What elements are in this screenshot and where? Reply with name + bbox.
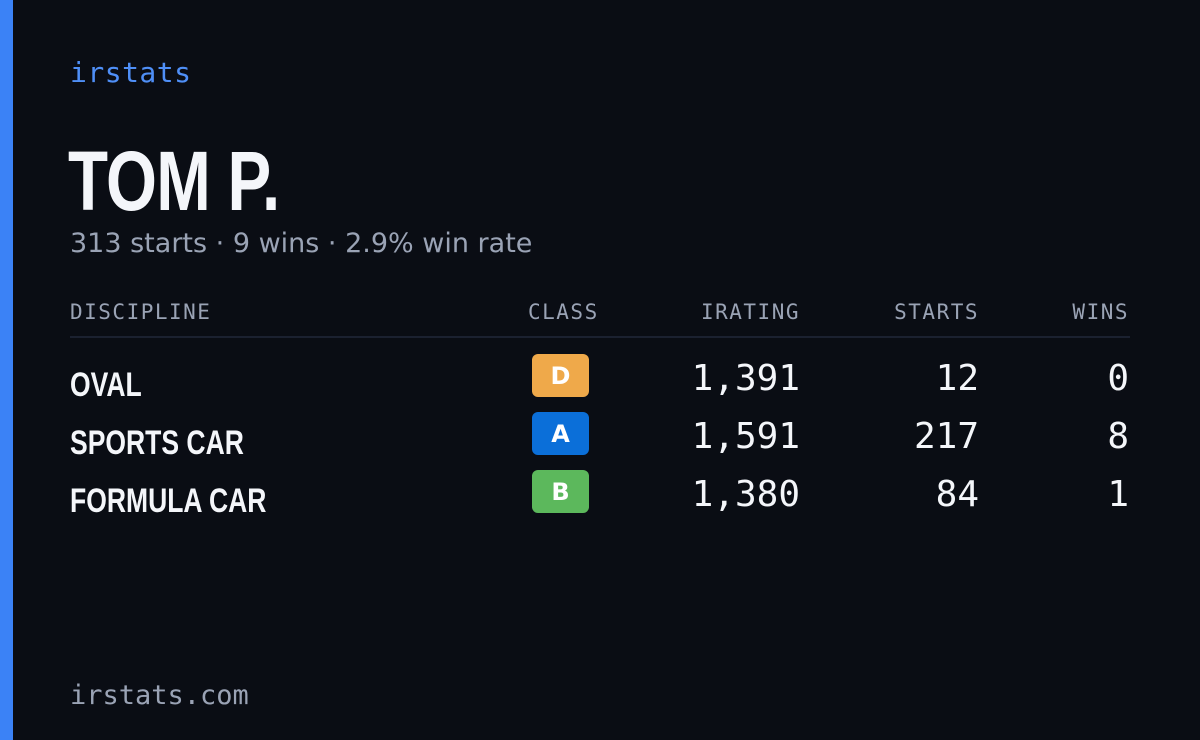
wins-value: 0 (1107, 358, 1129, 399)
header-irating: IRATING (700, 300, 800, 324)
discipline-name: SPORTS CAR (70, 424, 244, 462)
brand-logo: irstats (70, 56, 192, 89)
footer-url: irstats.com (70, 680, 249, 711)
irating-value: 1,380 (691, 474, 800, 515)
header-wins: WINS (1072, 300, 1129, 324)
header-discipline: DISCIPLINE (70, 300, 212, 324)
class-badge: B (532, 470, 589, 513)
discipline-name: FORMULA CAR (70, 482, 267, 520)
irating-value: 1,391 (691, 358, 800, 399)
class-badge: A (532, 412, 589, 455)
starts-value: 84 (935, 474, 979, 515)
irating-value: 1,591 (691, 416, 800, 457)
starts-value: 12 (935, 358, 979, 399)
table-header: DISCIPLINE CLASS IRATING STARTS WINS (70, 296, 1130, 338)
table-row-formula-car: FORMULA CAR B 1,380 84 1 (70, 470, 1130, 528)
table-row-oval: OVAL D 1,391 12 0 (70, 354, 1130, 412)
wins-value: 1 (1107, 474, 1129, 515)
header-starts: STARTS (894, 300, 979, 324)
table-row-sports-car: SPORTS CAR A 1,591 217 8 (70, 412, 1130, 470)
wins-value: 8 (1107, 416, 1129, 457)
discipline-name: OVAL (70, 366, 142, 404)
accent-bar (0, 0, 13, 740)
class-badge: D (532, 354, 589, 397)
starts-value: 217 (913, 416, 979, 457)
driver-summary: 313 starts · 9 wins · 2.9% win rate (70, 228, 533, 259)
driver-name: TOM P. (68, 134, 280, 228)
stats-table: DISCIPLINE CLASS IRATING STARTS WINS OVA… (70, 296, 1130, 528)
header-class: CLASS (528, 300, 599, 324)
